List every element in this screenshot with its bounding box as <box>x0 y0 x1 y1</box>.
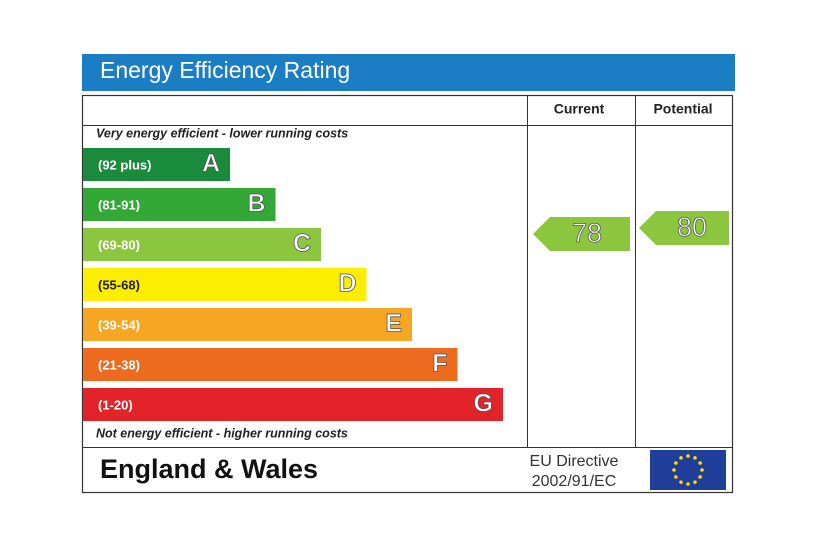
band <box>83 308 412 341</box>
top-note: Very energy efficient - lower running co… <box>96 126 348 140</box>
potential-arrow <box>639 211 729 245</box>
band-range: (69-80) <box>98 237 140 252</box>
band <box>83 228 321 261</box>
eu-star <box>672 468 676 472</box>
band-range: (39-54) <box>98 317 140 332</box>
band-letter: F <box>432 350 447 378</box>
current-arrow <box>533 217 630 251</box>
band-range: (21-38) <box>98 357 140 372</box>
column-header: Current <box>554 101 605 117</box>
band-range: (55-68) <box>98 277 140 292</box>
band-range: (92 plus) <box>98 157 151 172</box>
band-letter: D <box>338 270 356 298</box>
band-letter: A <box>202 150 220 178</box>
band <box>83 188 276 221</box>
eu-star <box>700 468 704 472</box>
eu-star <box>693 456 697 460</box>
column-header: Potential <box>653 101 712 117</box>
directive-line: EU Directive <box>530 453 619 470</box>
eu-star <box>686 482 690 486</box>
title: Energy Efficiency Rating <box>100 57 350 83</box>
band-letter: C <box>293 230 311 258</box>
band <box>83 268 367 301</box>
current-score: 78 <box>572 218 602 248</box>
eu-star <box>679 456 683 460</box>
eu-star <box>686 454 690 458</box>
band-letter: G <box>474 390 493 418</box>
frame <box>81 94 734 494</box>
band <box>83 388 503 421</box>
band <box>83 148 230 181</box>
eu-star <box>698 461 702 465</box>
band <box>83 348 458 381</box>
eu-star <box>693 480 697 484</box>
band-range: (1-20) <box>98 397 133 412</box>
title-bar <box>82 54 735 91</box>
band-range: (81-91) <box>98 197 140 212</box>
bands: (92 plus) A (81-91) B (69-80) C (55-68) D (39-54… <box>83 148 503 421</box>
band-letter: E <box>385 310 402 338</box>
region: England & Wales <box>100 454 318 484</box>
eu-star <box>674 461 678 465</box>
potential-score: 80 <box>677 212 707 242</box>
bottom-note: Not energy efficient - higher running co… <box>96 426 348 440</box>
directive-line: 2002/91/EC <box>532 473 617 490</box>
eu-star <box>674 475 678 479</box>
eu-star <box>698 475 702 479</box>
eu-stars <box>672 454 704 486</box>
eu-star <box>679 480 683 484</box>
band-letter: B <box>247 190 265 218</box>
